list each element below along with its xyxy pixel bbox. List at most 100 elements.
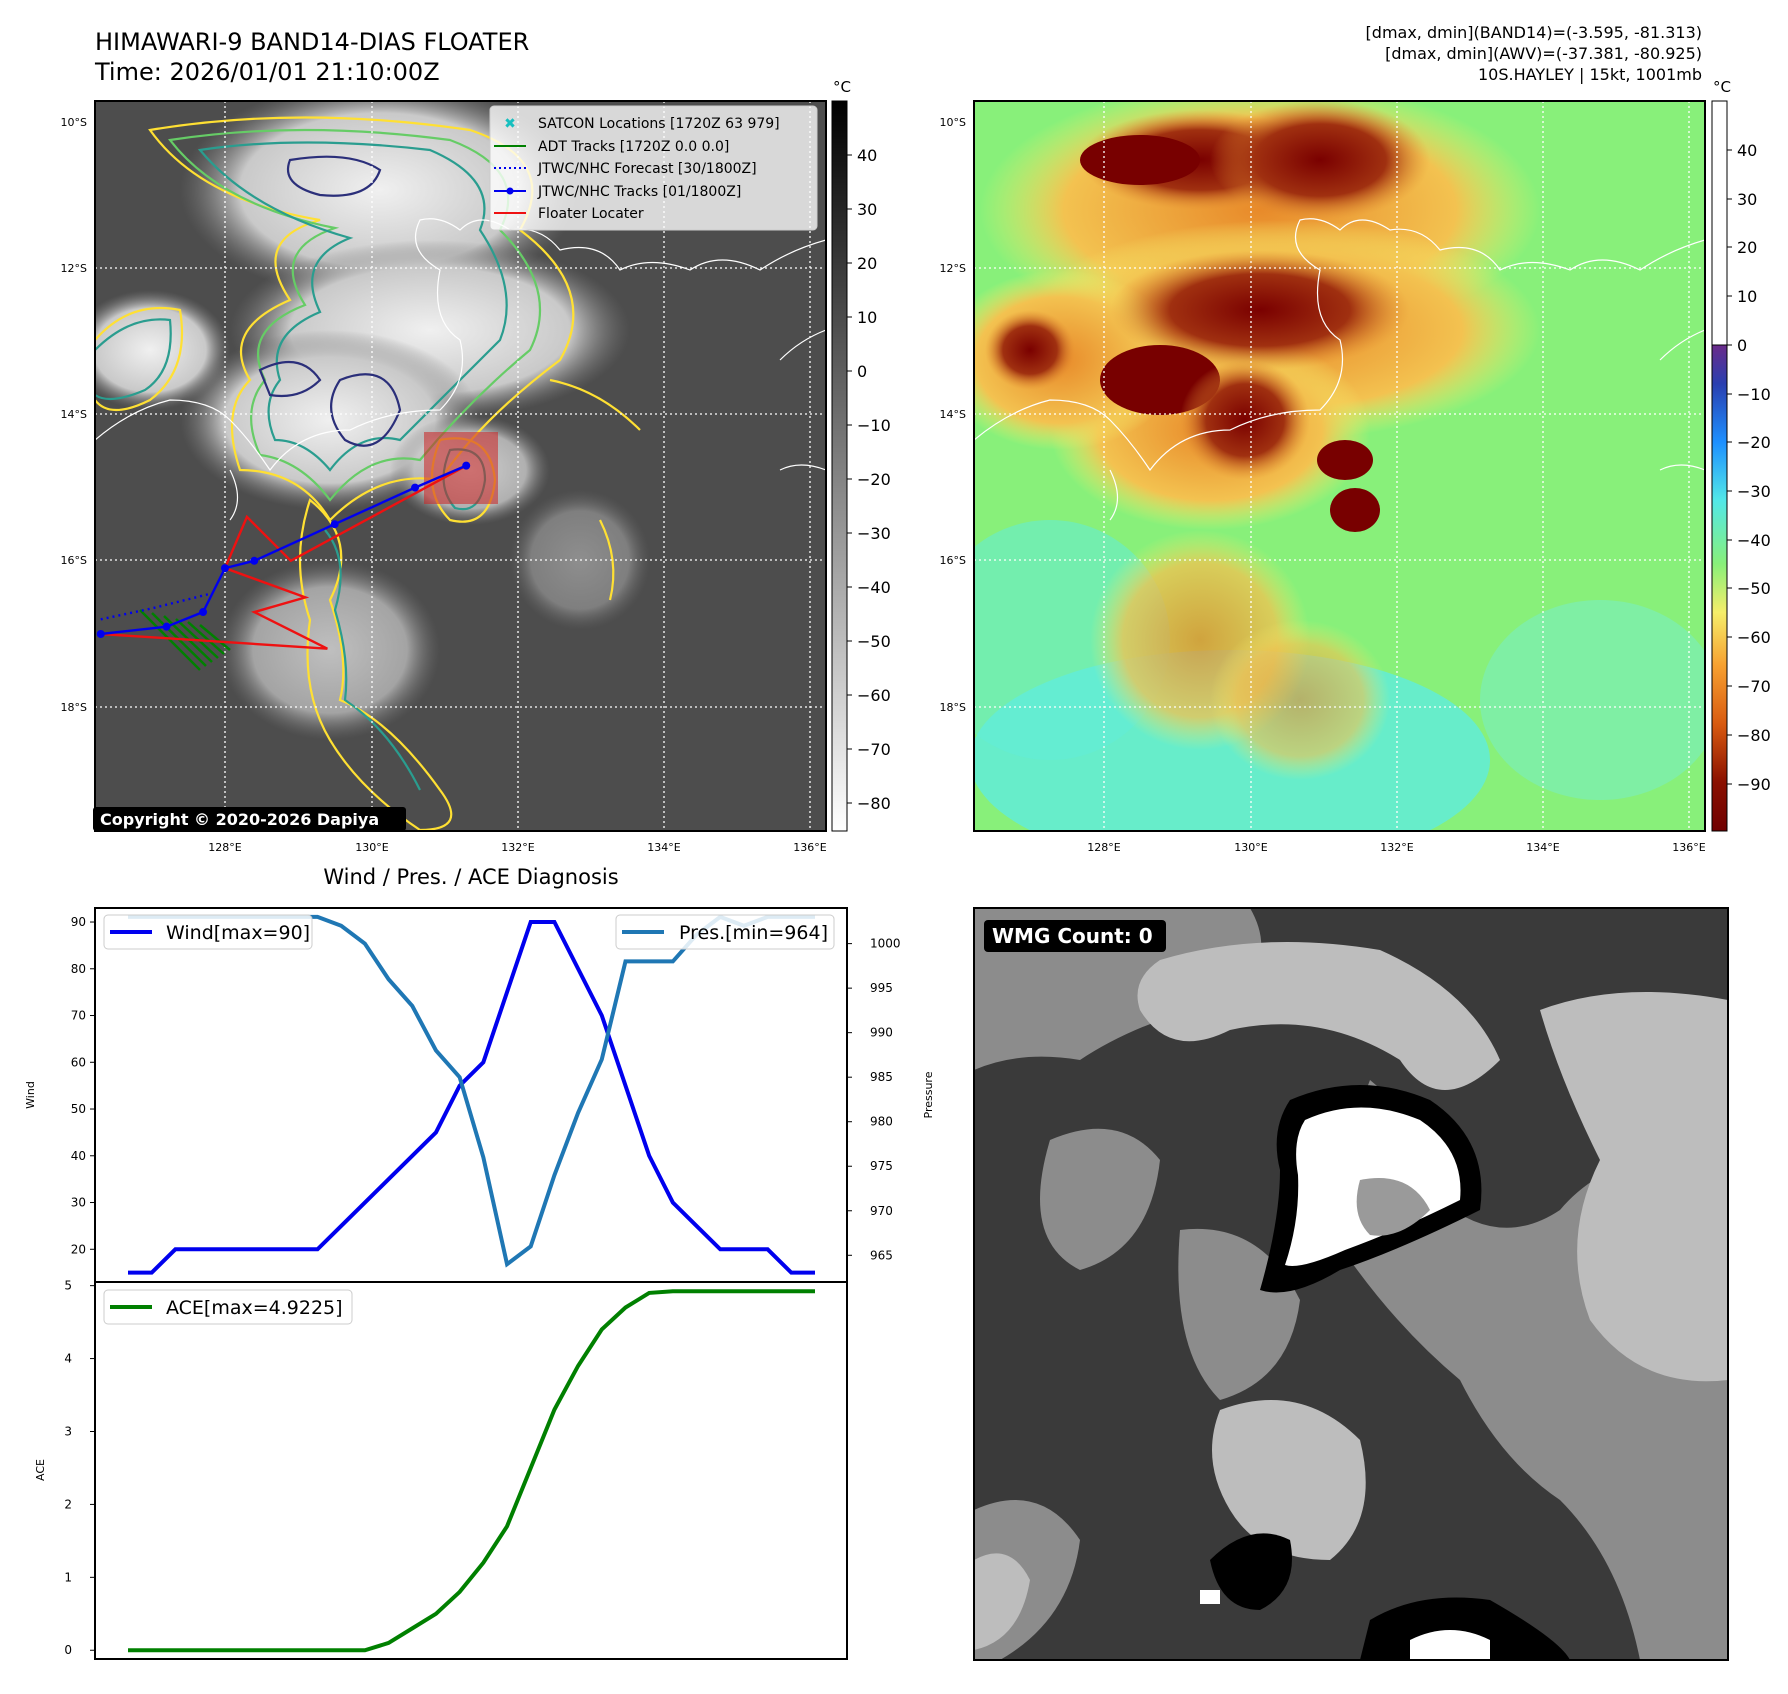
wind-legend: Wind[max=90] [103,914,313,950]
ir-colorbar-tick-label: −70 [857,740,891,759]
coastline-color [974,218,1705,521]
jtwc-track-point [411,483,420,492]
color-ir-lon-label: 134°E [1526,841,1559,854]
ir-colorbar-tick-label: 30 [857,200,877,219]
color-ir-lat-labels: 10°S 12°S 14°S 16°S 18°S [940,116,966,714]
legend-adt: ADT Tracks [1720Z 0.0 0.0] [494,139,729,155]
pressure-tick-label: 970 [870,1204,893,1218]
adt-track-segment [187,621,225,655]
diagnosis-panel: Wind / Pres. / ACE Diagnosis 20304050607… [24,865,935,1660]
ir-map-panel: 10°S 12°S 14°S 16°S 18°S 128°E 130°E 132°E 134°… [61,78,891,854]
ir-map-lon-label: 132°E [501,841,534,854]
adt-track-segment [139,609,201,671]
copyright-badge [93,807,406,831]
wind-axis-label: Wind [24,1081,37,1109]
ir-map-lon-label: 130°E [355,841,388,854]
color-ir-colorbar-tick-label: −50 [1737,579,1771,598]
jtwc-track-point [199,608,208,617]
ir-colorbar-tick-label: 10 [857,308,877,327]
jtwc-track-point [221,564,229,573]
wind-tick-label: 30 [71,1196,86,1210]
ir-map-lat-label: 18°S [61,701,87,714]
pressure-tick-label: 980 [870,1115,893,1129]
ir-map-lat-label: 12°S [61,262,87,275]
ir-map-lon-label: 134°E [647,841,680,854]
svg-text:JTWC/NHC Tracks [01/1800Z]: JTWC/NHC Tracks [01/1800Z] [537,184,741,200]
figure-title-line1: HIMAWARI-9 BAND14-DIAS FLOATER [95,28,529,56]
ir-colorbar-tick-label: −10 [857,416,891,435]
adt-track-segment [199,624,231,651]
floater-locater-line [100,464,467,650]
svg-text:SATCON Locations [1720Z 63 979: SATCON Locations [1720Z 63 979] [538,116,780,132]
color-ir-lat-label: 18°S [940,701,966,714]
jtwc-track-point [330,520,339,529]
svg-text:Wind[max=90]: Wind[max=90] [166,922,310,944]
legend-jtwc-tracks: JTWC/NHC Tracks [01/1800Z] [494,184,741,200]
adt-track-segment [175,618,219,659]
legend-satcon: ✖ SATCON Locations [1720Z 63 979] [504,116,779,132]
color-ir-colorbar-tick-label: −70 [1737,677,1771,696]
legend-jtwc-forecast: JTWC/NHC Forecast [30/1800Z] [494,161,757,177]
color-ir-colorbar: °C 40 30 20 10 0 −10 −20 −30 −40 −50 −60 −70 −80 −90 [1711,78,1771,832]
wmg-imagery [974,908,1728,1660]
jtwc-track-point [250,556,259,565]
color-ir-colorbar-tick-label: 20 [1737,238,1757,257]
ir-colorbar-tick-label: 40 [857,146,877,165]
color-ir-colorbar-tick-label: −10 [1737,385,1771,404]
color-ir-gridlines [974,101,1705,831]
wind-tick-label: 40 [71,1149,86,1163]
pressure-tick-label: 995 [870,981,893,995]
ace-tick-label: 1 [64,1570,72,1584]
color-ir-lat-label: 10°S [940,116,966,129]
ir-colorbar-tick-label: −50 [857,632,891,651]
pressure-axis-label: Pressure [922,1071,935,1118]
jtwc-track-point [462,461,471,470]
color-ir-lon-label: 136°E [1672,841,1705,854]
svg-text:ACE[max=4.9225]: ACE[max=4.9225] [166,1297,343,1319]
color-ir-lat-label: 14°S [940,408,966,421]
svg-text:JTWC/NHC Forecast [30/1800Z]: JTWC/NHC Forecast [30/1800Z] [537,161,757,177]
jtwc-track-point [162,622,171,631]
wind-tick-label: 90 [71,915,86,929]
color-ir-map-panel: 10°S 12°S 14°S 16°S 18°S 128°E 130°E 132°E 134°… [940,78,1771,854]
copyright-text: Copyright © 2020-2026 Dapiya [100,810,379,829]
wind-tick-label: 70 [71,1009,86,1023]
pressure-tick-label: 975 [870,1159,893,1173]
wmg-count-badge [984,920,1166,952]
wind-series-line [128,920,815,1275]
pressure-tick-label: 990 [870,1026,893,1040]
ir-map-tracks [96,461,471,671]
ir-map-lat-label: 10°S [61,116,87,129]
ace-tick-label: 0 [64,1643,72,1657]
svg-text:Pres.[min=964]: Pres.[min=964] [679,922,828,944]
color-ir-lon-label: 128°E [1087,841,1120,854]
svg-text:ADT Tracks [1720Z 0.0 0.0]: ADT Tracks [1720Z 0.0 0.0] [538,139,729,155]
pressure-tick-label: 985 [870,1070,893,1084]
cyan-x-marker-icon: ✖ [504,116,516,132]
ir-colorbar-tick-label: −30 [857,524,891,543]
ir-map-lat-label: 14°S [61,408,87,421]
color-ir-lon-label: 132°E [1380,841,1413,854]
ace-axes [94,1281,848,1660]
svg-text:Floater Locater: Floater Locater [538,206,644,222]
color-ir-lat-label: 12°S [940,262,966,275]
ace-tick-label: 4 [64,1352,72,1366]
ir-map-lat-labels: 10°S 12°S 14°S 16°S 18°S [61,116,87,714]
color-ir-colorbar-tick-label: 0 [1737,336,1747,355]
color-ir-colorbar-tick-label: 30 [1737,190,1757,209]
jtwc-track-line [100,464,467,636]
ace-tick-label: 5 [64,1279,72,1293]
pressure-tick-label: 1000 [870,937,901,951]
ir-map-lon-label: 136°E [793,841,826,854]
ir-colorbar-tick-label: −40 [857,578,891,597]
figure-title-line2: Time: 2026/01/01 21:10:00Z [94,58,440,86]
wind-tick-label: 80 [71,962,86,976]
color-ir-colorbar-tick-label: −20 [1737,433,1771,452]
wmg-panel: WMG Count: 0 [973,907,1729,1661]
color-ir-colorbar-tick-label: 10 [1737,287,1757,306]
color-ir-lon-labels: 128°E 130°E 132°E 134°E 136°E [1087,841,1705,854]
color-ir-colorbar-tick-label: −40 [1737,531,1771,550]
pres-legend: Pres.[min=964] [615,914,835,950]
